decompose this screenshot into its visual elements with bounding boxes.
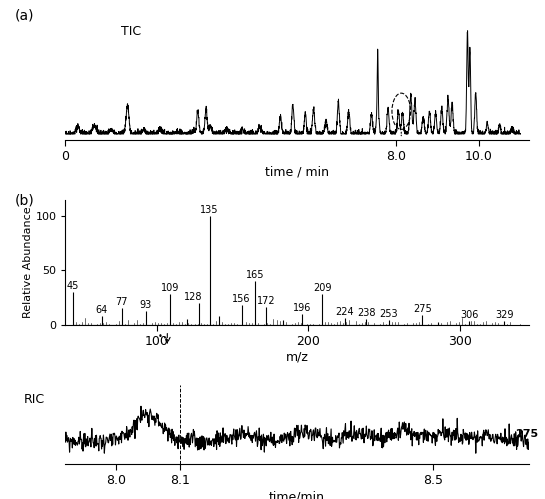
Text: 275: 275 [413,304,432,314]
X-axis label: m/z: m/z [286,351,308,364]
Text: (b): (b) [14,194,34,208]
Text: 77: 77 [116,297,128,307]
Text: 172: 172 [257,296,275,306]
Text: 135: 135 [201,205,219,215]
Text: 238: 238 [357,308,376,318]
Text: 128: 128 [184,292,202,302]
Text: 45: 45 [67,281,79,291]
Text: 224: 224 [336,307,354,317]
Text: 109: 109 [161,283,179,293]
Text: 93: 93 [140,300,152,310]
Text: RIC: RIC [24,393,45,406]
Text: 196: 196 [293,302,312,312]
Text: (a): (a) [14,9,34,23]
Text: 329: 329 [495,310,513,320]
Text: 156: 156 [232,294,251,304]
Y-axis label: Relative Abundance: Relative Abundance [22,207,33,318]
Text: 275: 275 [514,429,538,439]
Text: TIC: TIC [121,25,141,38]
Text: •: • [158,332,163,341]
Text: 253: 253 [380,309,398,319]
X-axis label: time / min: time / min [265,166,329,179]
Text: 64: 64 [96,305,108,315]
Text: 209: 209 [313,283,331,293]
Text: 165: 165 [246,270,264,280]
X-axis label: time/min: time/min [269,490,325,499]
Text: 306: 306 [460,310,479,320]
